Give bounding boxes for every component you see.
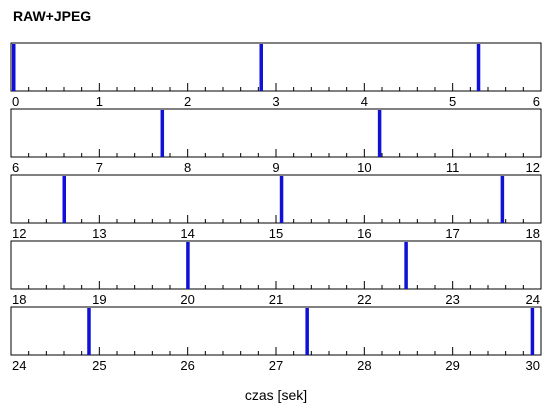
tick-label: 8 (184, 160, 191, 175)
tick-label: 5 (449, 94, 456, 109)
tick-label: 4 (361, 94, 368, 109)
tick-label: 0 (12, 94, 19, 109)
tick-label: 12 (526, 160, 540, 175)
event-marker (279, 176, 284, 223)
tick-label: 10 (357, 160, 371, 175)
event-marker (377, 110, 382, 157)
tick-label: 13 (92, 226, 106, 241)
tick-label: 7 (96, 160, 103, 175)
event-marker (12, 44, 16, 91)
tick-label: 29 (445, 358, 459, 373)
event-marker (530, 308, 535, 355)
tick-label: 20 (180, 292, 194, 307)
tick-label: 6 (533, 94, 540, 109)
event-marker (259, 44, 263, 91)
tick-label: 9 (272, 160, 279, 175)
event-marker (87, 308, 91, 355)
tick-label: 2 (184, 94, 191, 109)
tick-label: 6 (12, 160, 19, 175)
x-axis-label: czas [sek] (245, 387, 307, 403)
tick-label: 11 (446, 160, 460, 175)
event-marker (404, 242, 408, 289)
tick-label: 14 (180, 226, 194, 241)
chart-title: RAW+JPEG (13, 8, 91, 24)
tick-label: 1 (96, 94, 103, 109)
tick-label: 15 (269, 226, 283, 241)
tick-label: 16 (357, 226, 371, 241)
tick-label: 12 (12, 226, 26, 241)
event-marker (305, 308, 309, 355)
tick-label: 24 (12, 358, 26, 373)
event-marker (160, 110, 165, 157)
tick-label: 18 (526, 226, 540, 241)
tick-label: 25 (92, 358, 106, 373)
tick-label: 24 (526, 292, 540, 307)
tick-label: 19 (92, 292, 106, 307)
event-marker (186, 242, 190, 289)
event-marker (62, 176, 66, 223)
event-marker (476, 44, 481, 91)
tick-label: 21 (269, 292, 283, 307)
tick-label: 3 (272, 94, 279, 109)
tick-label: 18 (12, 292, 26, 307)
tick-label: 27 (269, 358, 283, 373)
tick-label: 30 (526, 358, 540, 373)
event-marker (500, 176, 505, 223)
tick-label: 17 (445, 226, 459, 241)
tick-label: 26 (180, 358, 194, 373)
tick-label: 23 (445, 292, 459, 307)
tick-label: 22 (357, 292, 371, 307)
tick-label: 28 (357, 358, 371, 373)
